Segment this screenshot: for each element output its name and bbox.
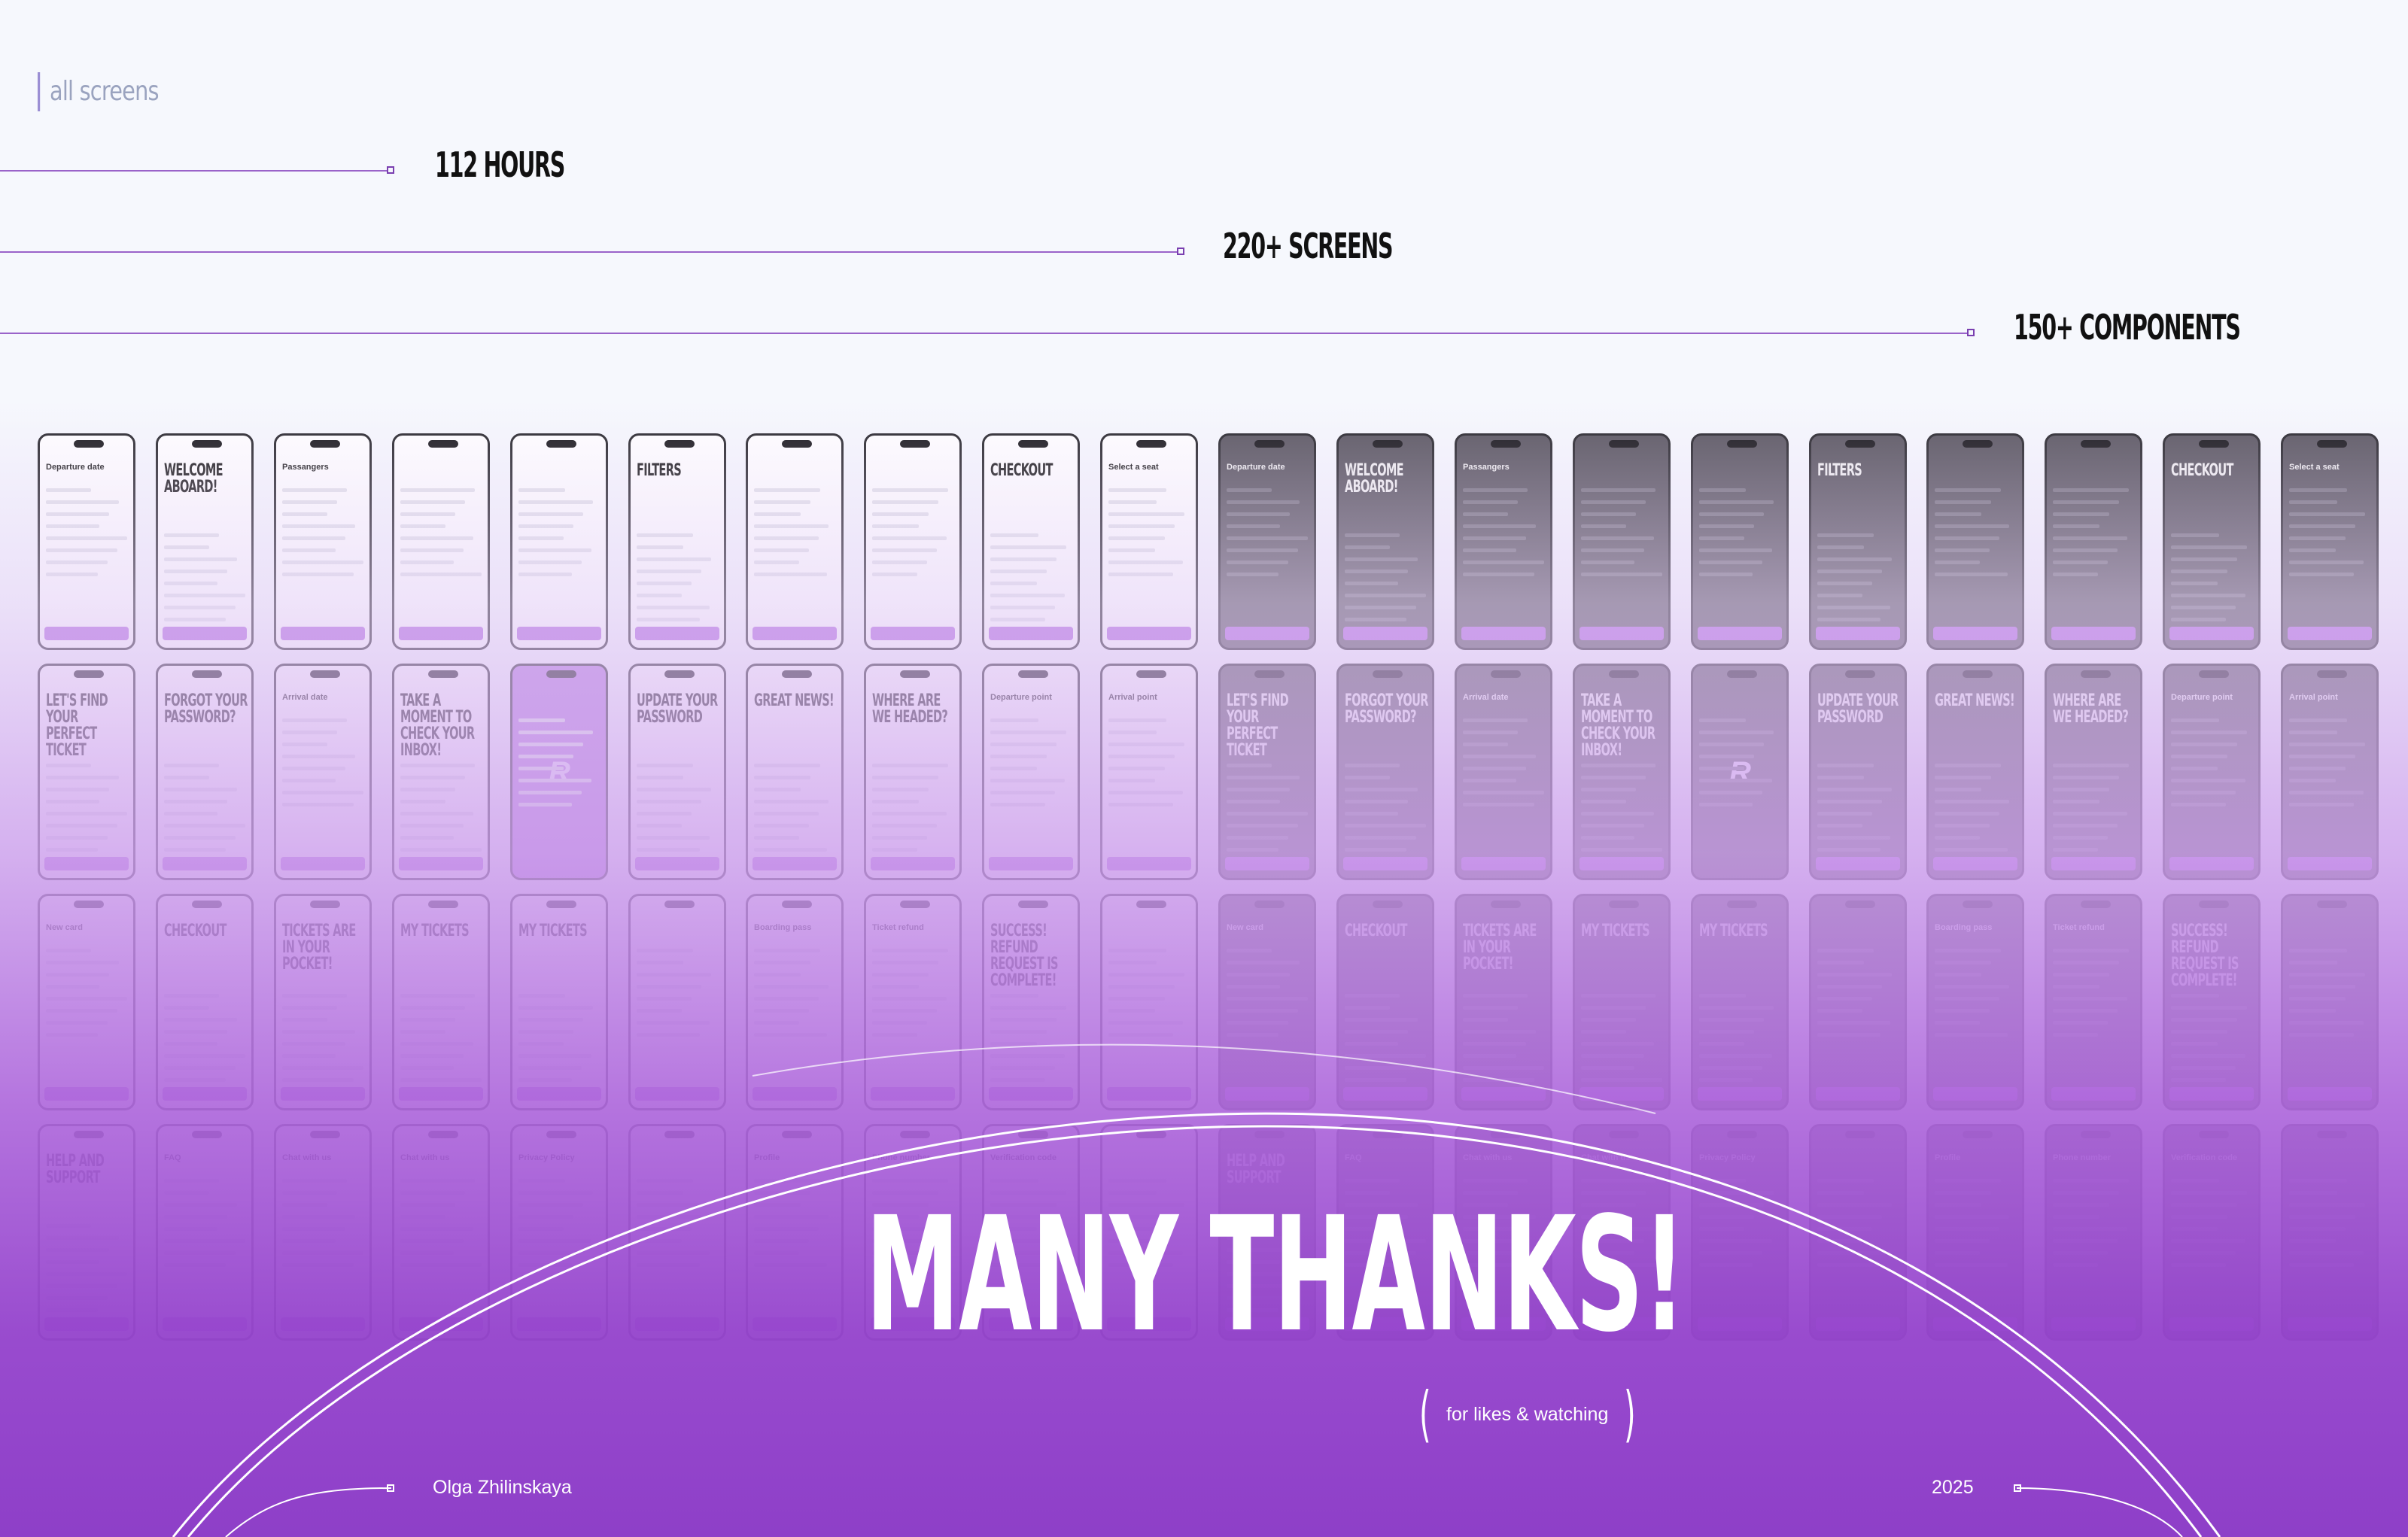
stat-marker-screens	[1177, 248, 1184, 255]
stat-marker-components	[1967, 329, 1975, 336]
stat-screens: 220+ SCREENS	[1223, 226, 1394, 266]
author-name: Olga Zhilinskaya	[433, 1477, 572, 1498]
closing-headline: MANY THANKS!	[865, 1183, 1686, 1367]
stat-marker-hours	[387, 166, 394, 174]
author-marker	[387, 1484, 394, 1492]
purple-gradient-overlay	[0, 399, 2408, 1537]
stat-line-hours	[0, 170, 390, 172]
year: 2025	[1932, 1477, 1974, 1498]
open-paren: (	[1419, 1379, 1431, 1449]
stat-hours: 112 HOURS	[435, 144, 565, 185]
closing-subtitle: for likes & watching	[1446, 1404, 1609, 1425]
stat-line-screens	[0, 251, 1180, 253]
section-label: all screens	[38, 72, 160, 111]
close-paren: )	[1624, 1379, 1636, 1449]
stat-components: 150+ COMPONENTS	[2014, 307, 2241, 348]
stat-line-components	[0, 333, 1970, 334]
year-marker	[2014, 1484, 2021, 1492]
